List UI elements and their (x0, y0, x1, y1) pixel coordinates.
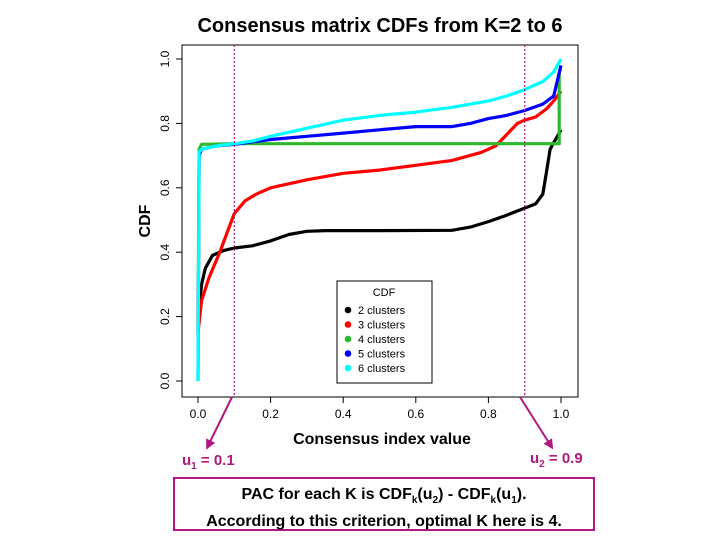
x-tick-label: 0.8 (480, 407, 497, 421)
u1-subscript: 1 (191, 461, 197, 472)
x-tick-label: 0.2 (262, 407, 279, 421)
legend-marker (344, 364, 352, 372)
u2-base: u (530, 450, 540, 467)
pac-text: ) - CDF (438, 486, 491, 503)
legend-box (336, 280, 433, 384)
pac-text: (u (417, 486, 433, 503)
y-axis: 0.0 0.2 0.4 0.6 0.8 1.0 (158, 50, 183, 389)
legend-marker (344, 350, 352, 357)
u1-label: u1 = 0.1 (182, 452, 235, 472)
u1-arrow (206, 396, 233, 450)
y-tick-label: 0.0 (158, 372, 172, 389)
pac-line-2: According to this criterion, optimal K h… (206, 513, 562, 531)
u2-subscript: 2 (539, 459, 545, 470)
u1-base: u (182, 452, 192, 469)
pac-sub-k: k (490, 495, 497, 507)
pac-text: ). (516, 486, 527, 503)
pac-text: PAC for each K is CDF (241, 486, 412, 503)
legend-label: 5 clusters (358, 349, 406, 361)
legend-marker (344, 306, 352, 314)
legend-items: 2 clusters 3 clusters 4 clusters 5 clusters… (344, 305, 406, 375)
series-line-6-clusters (196, 58, 563, 382)
y-tick-label: 0.6 (158, 179, 172, 196)
legend-label: 6 clusters (358, 363, 406, 375)
legend-marker (344, 321, 352, 328)
pac-sub-1: 1 (511, 495, 517, 507)
y-axis-label: CDF (137, 204, 154, 237)
x-tick-label: 0.6 (407, 407, 424, 421)
legend-label: 2 clusters (358, 305, 406, 317)
series-line-3-clusters (196, 90, 563, 333)
legend-marker (344, 335, 352, 343)
pac-sub-2: 2 (432, 495, 439, 507)
y-tick-label: 0.4 (158, 244, 172, 261)
legend-title: CDF (373, 287, 396, 299)
y-tick-label: 0.8 (158, 115, 172, 132)
x-tick-label: 1.0 (553, 407, 570, 421)
x-tick-label: 0.0 (190, 407, 207, 421)
u1-value: = 0.1 (196, 452, 235, 469)
y-tick-label: 1.0 (158, 50, 172, 67)
x-tick-label: 0.4 (335, 407, 352, 421)
pac-text: (u (496, 486, 512, 503)
x-axis: 0.0 0.2 0.4 0.6 0.8 1.0 (190, 396, 570, 421)
u2-label: u2 = 0.9 (530, 450, 583, 470)
pac-explanation-box: PAC for each K is CDFk(u2) - CDFk(u1). A… (173, 477, 595, 531)
threshold-lines (233, 45, 526, 397)
series-line-4-clusters (196, 67, 563, 333)
y-tick-label: 0.2 (158, 308, 172, 325)
legend-label: 4 clusters (358, 334, 406, 346)
pac-sub-k: k (411, 495, 418, 507)
u2-value: = 0.9 (544, 450, 583, 467)
u2-arrow (519, 396, 554, 450)
legend-label: 3 clusters (358, 320, 406, 332)
legend: CDF 2 clusters 3 clusters 4 clusters 5 clus… (336, 280, 433, 384)
chart-title: Consensus matrix CDFs from K=2 to 6 (197, 15, 562, 37)
series-layer (196, 58, 563, 382)
x-axis-label: Consensus index value (293, 431, 471, 448)
pac-line-1: PAC for each K is CDFk(u2) - CDFk(u1). (175, 484, 593, 511)
